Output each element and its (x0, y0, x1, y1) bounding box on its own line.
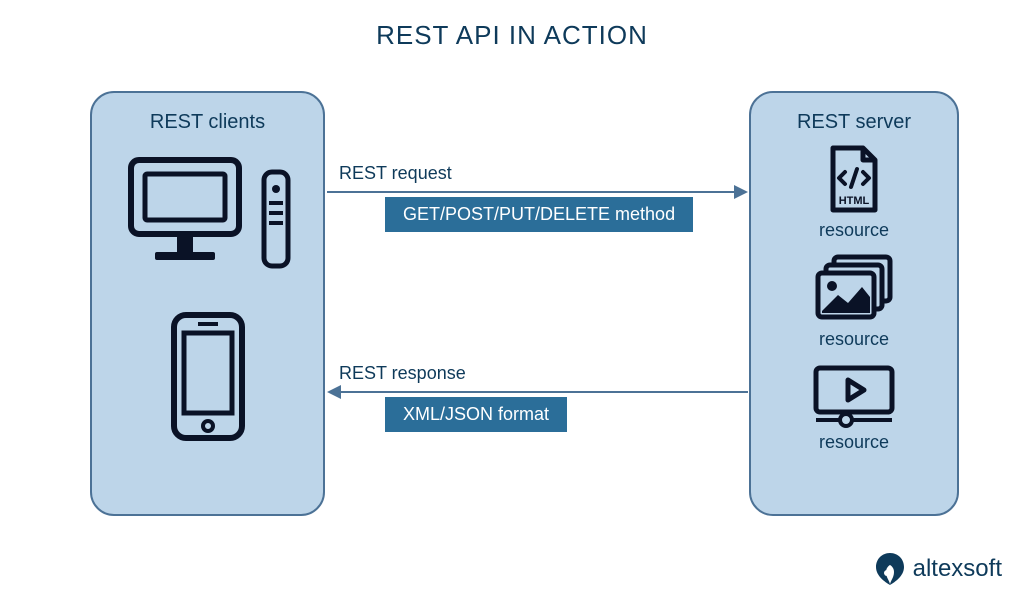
resource-label: resource (819, 432, 889, 453)
altexsoft-logo-icon (875, 552, 905, 586)
brand-logo: altexsoft (875, 552, 1002, 586)
diagram-title: REST API IN ACTION (0, 20, 1024, 51)
resource-html: HTML resource (819, 144, 889, 241)
resource-label: resource (819, 220, 889, 241)
brand-text: altexsoft (913, 555, 1002, 583)
clients-panel: REST clients (90, 91, 325, 516)
response-arrow-head (327, 385, 341, 399)
request-arrow (327, 191, 736, 193)
request-method-tag: GET/POST/PUT/DELETE method (385, 197, 693, 232)
response-arrow (339, 391, 748, 393)
clients-panel-title: REST clients (150, 111, 265, 134)
response-caption: REST response (339, 363, 466, 384)
request-caption: REST request (339, 163, 452, 184)
request-arrow-head (734, 185, 748, 199)
svg-text:HTML: HTML (839, 195, 870, 207)
desktop-with-remote-icon (125, 154, 291, 269)
response-format-tag: XML/JSON format (385, 397, 567, 432)
image-stack-icon (812, 253, 896, 325)
smartphone-icon (168, 309, 248, 444)
video-player-icon (810, 362, 898, 428)
resource-video: resource (810, 362, 898, 453)
resource-image: resource (812, 253, 896, 350)
diagram-canvas: REST clients (0, 61, 1024, 541)
server-panel-title: REST server (797, 111, 911, 134)
html-file-icon: HTML (825, 144, 883, 216)
server-panel: REST server HTML resource resource (749, 91, 959, 516)
resource-label: resource (819, 329, 889, 350)
